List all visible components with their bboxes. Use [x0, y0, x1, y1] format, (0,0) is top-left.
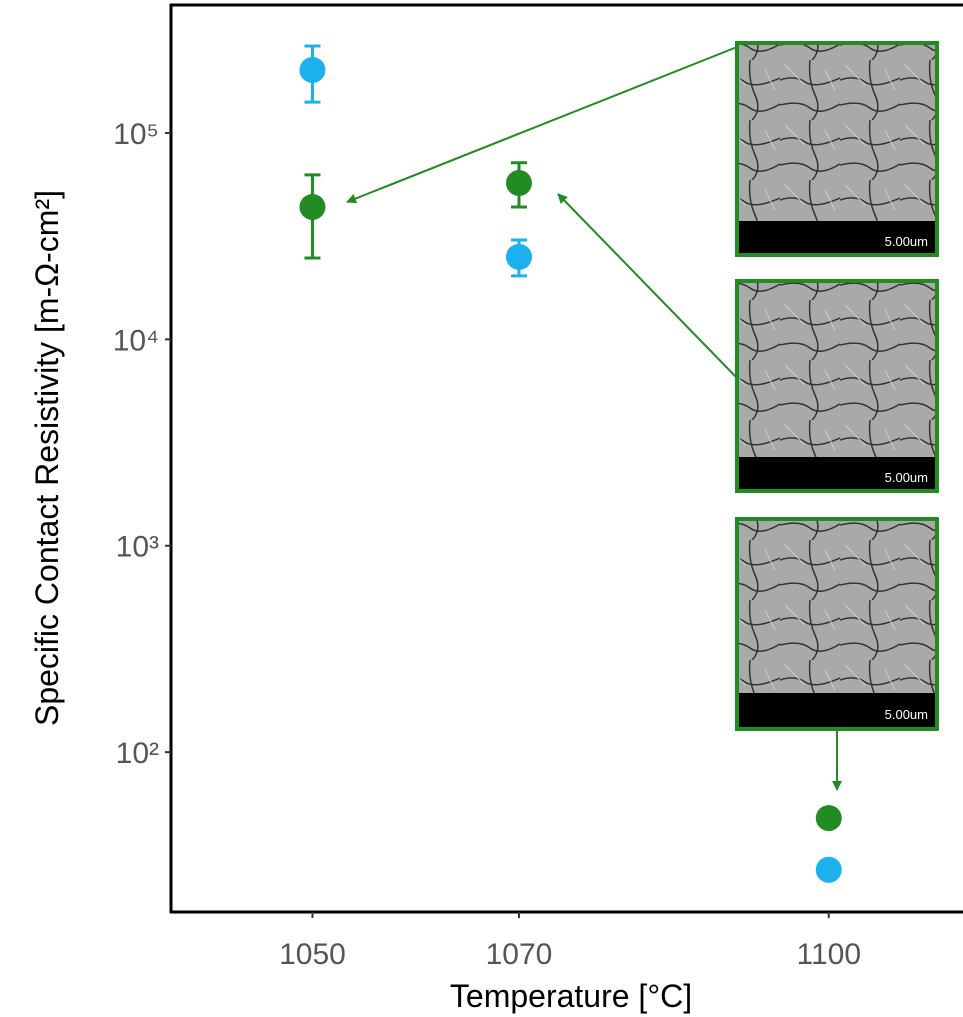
y-tick-label: 10² [116, 737, 159, 770]
x-tick-label: 1100 [797, 938, 862, 971]
arrow [346, 46, 738, 204]
y-tick-label: 10³ [116, 531, 159, 564]
x-axis-title: Temperature [°C] [450, 978, 692, 1014]
point [815, 805, 842, 832]
point [815, 856, 842, 883]
sem-image: 5.00um [735, 279, 939, 493]
y-axis-title: Specific Contact Resistivity [m-Ω-cm²] [29, 190, 65, 726]
insets: 5.00um 5.00um 5.00um [346, 41, 939, 791]
scale-label: 5.00um [885, 470, 928, 485]
y-tick-label: 10⁵ [113, 118, 159, 151]
x-tick-label: 1070 [486, 938, 553, 971]
arrow [557, 193, 738, 379]
x-tick-label: 1050 [279, 938, 346, 971]
point [299, 56, 326, 83]
sem-image: 5.00um [735, 41, 939, 257]
sem-image: 5.00um [735, 517, 939, 731]
point [505, 170, 532, 197]
plot-area: 10² 10³ 10⁴ 10⁵ 1050 1070 1100 [113, 44, 862, 971]
scale-label: 5.00um [885, 234, 928, 249]
scale-label: 5.00um [885, 707, 928, 722]
point [299, 193, 326, 220]
y-tick-label: 10⁴ [113, 324, 159, 357]
point [505, 243, 532, 270]
